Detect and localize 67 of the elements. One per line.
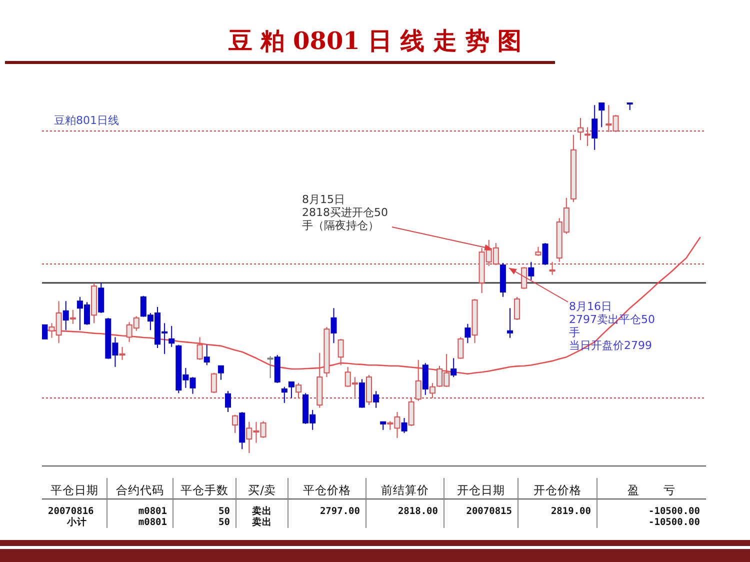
- candlestick: [584, 126, 591, 147]
- candlestick: [210, 372, 217, 394]
- candlestick: [401, 418, 408, 434]
- text: 20070816: [48, 506, 94, 517]
- text: 2818.00: [398, 506, 438, 517]
- candlestick: [528, 261, 534, 281]
- text: 小计: [66, 516, 87, 528]
- candlestick: [578, 118, 584, 141]
- candlestick: [218, 365, 224, 380]
- annotation: 2797卖出平仓50手: [569, 313, 655, 339]
- text: -10500.00: [648, 517, 700, 528]
- candlestick: [232, 414, 238, 434]
- candlestick: [168, 325, 175, 348]
- text: m0801: [138, 506, 168, 517]
- candlestick: [422, 362, 428, 396]
- text: 50: [218, 506, 230, 517]
- text: 50: [218, 517, 230, 528]
- candlestick: [450, 358, 457, 378]
- annotation: 8月16日: [569, 300, 612, 313]
- candlestick: [42, 324, 48, 340]
- candlestick: [535, 246, 542, 256]
- chart-title: 豆 粕 0801 日 线 走 势 图: [227, 26, 522, 55]
- text: m0801: [138, 517, 168, 528]
- text: 2819.00: [550, 506, 592, 517]
- candlestick: [225, 390, 231, 413]
- text: 合约代码: [116, 483, 164, 497]
- candlestick: [521, 266, 528, 290]
- candlestick: [514, 296, 520, 320]
- text: 卖出: [252, 505, 272, 517]
- annotation: 2818买进开仓50手（隔夜持仓）: [302, 206, 388, 232]
- text: 卖出: [252, 516, 272, 528]
- candlestick: [415, 359, 422, 402]
- candlestick: [288, 381, 294, 399]
- text: 开仓日期: [457, 483, 505, 497]
- candlestick: [549, 261, 556, 276]
- candlestick: [464, 323, 471, 344]
- candlestick: [119, 346, 126, 360]
- text: 豆粕801日线: [54, 114, 119, 127]
- candlestick: [98, 282, 104, 314]
- text: 2797.00: [320, 506, 360, 517]
- text: 20070815: [466, 506, 512, 517]
- candlestick: [70, 309, 76, 324]
- candlestick: [373, 390, 380, 408]
- text: 盈 亏: [628, 483, 676, 497]
- text: 开仓价格: [534, 483, 582, 497]
- candlestick: [62, 300, 69, 331]
- candlestick: [429, 382, 436, 399]
- candlestick: [296, 382, 302, 399]
- candlestick: [338, 338, 344, 366]
- candlestick: [330, 308, 337, 344]
- candlestick: [204, 344, 210, 366]
- text: 前结算价: [381, 483, 429, 497]
- candlestick: [592, 104, 598, 150]
- candlestick: [598, 102, 605, 128]
- text: -10500.00: [648, 506, 700, 517]
- candlestick: [507, 308, 513, 338]
- text: 平仓价格: [303, 483, 351, 497]
- text: 平仓手数: [180, 483, 228, 497]
- candlestick: [267, 356, 274, 379]
- annotation: 8月15日: [302, 193, 345, 206]
- candlestick: [408, 398, 414, 427]
- candlestick: [458, 336, 464, 360]
- candlestick: [281, 386, 288, 404]
- text: 平仓日期: [50, 483, 98, 497]
- candlestick: [196, 336, 203, 360]
- candlestick: [542, 242, 548, 266]
- text: 买/卖: [248, 483, 276, 497]
